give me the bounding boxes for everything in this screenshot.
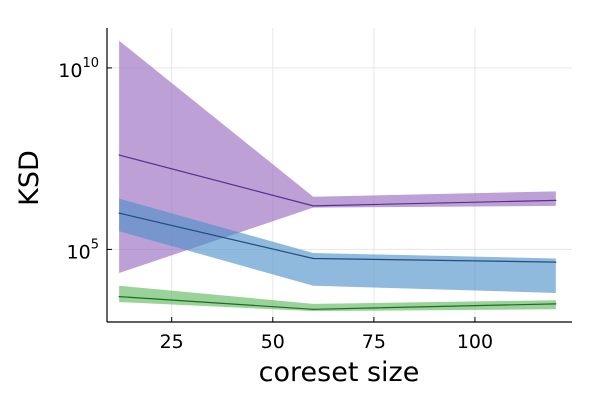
series-1-point xyxy=(555,199,557,202)
y-tick-labels: 105 1010 xyxy=(58,56,112,263)
x-tick-label: 100 xyxy=(457,331,493,353)
series-2-point xyxy=(312,257,314,260)
y-tick-label: 105 xyxy=(67,237,99,263)
x-axis-label: coreset size xyxy=(259,357,420,388)
series-1-point xyxy=(312,205,314,207)
series-bands xyxy=(119,40,556,312)
series-3-point xyxy=(118,295,120,298)
series-2-point xyxy=(118,212,120,214)
axes xyxy=(106,28,572,323)
y-tick-label: 1010 xyxy=(58,56,99,82)
x-tick-label: 75 xyxy=(362,331,386,353)
series-2-point xyxy=(555,261,557,263)
x-tick-label: 50 xyxy=(261,331,285,353)
series-2-band xyxy=(119,198,556,293)
series-3-point xyxy=(555,303,557,305)
series-1-point xyxy=(118,154,120,156)
series-lines xyxy=(118,154,557,310)
x-tick-labels: 25 50 75 100 xyxy=(160,317,493,353)
x-tick-label: 25 xyxy=(160,331,184,353)
y-axis-label: KSD xyxy=(14,150,45,206)
series-1-band xyxy=(119,40,556,273)
series-3-point xyxy=(312,308,314,310)
series-3-band xyxy=(119,285,556,312)
